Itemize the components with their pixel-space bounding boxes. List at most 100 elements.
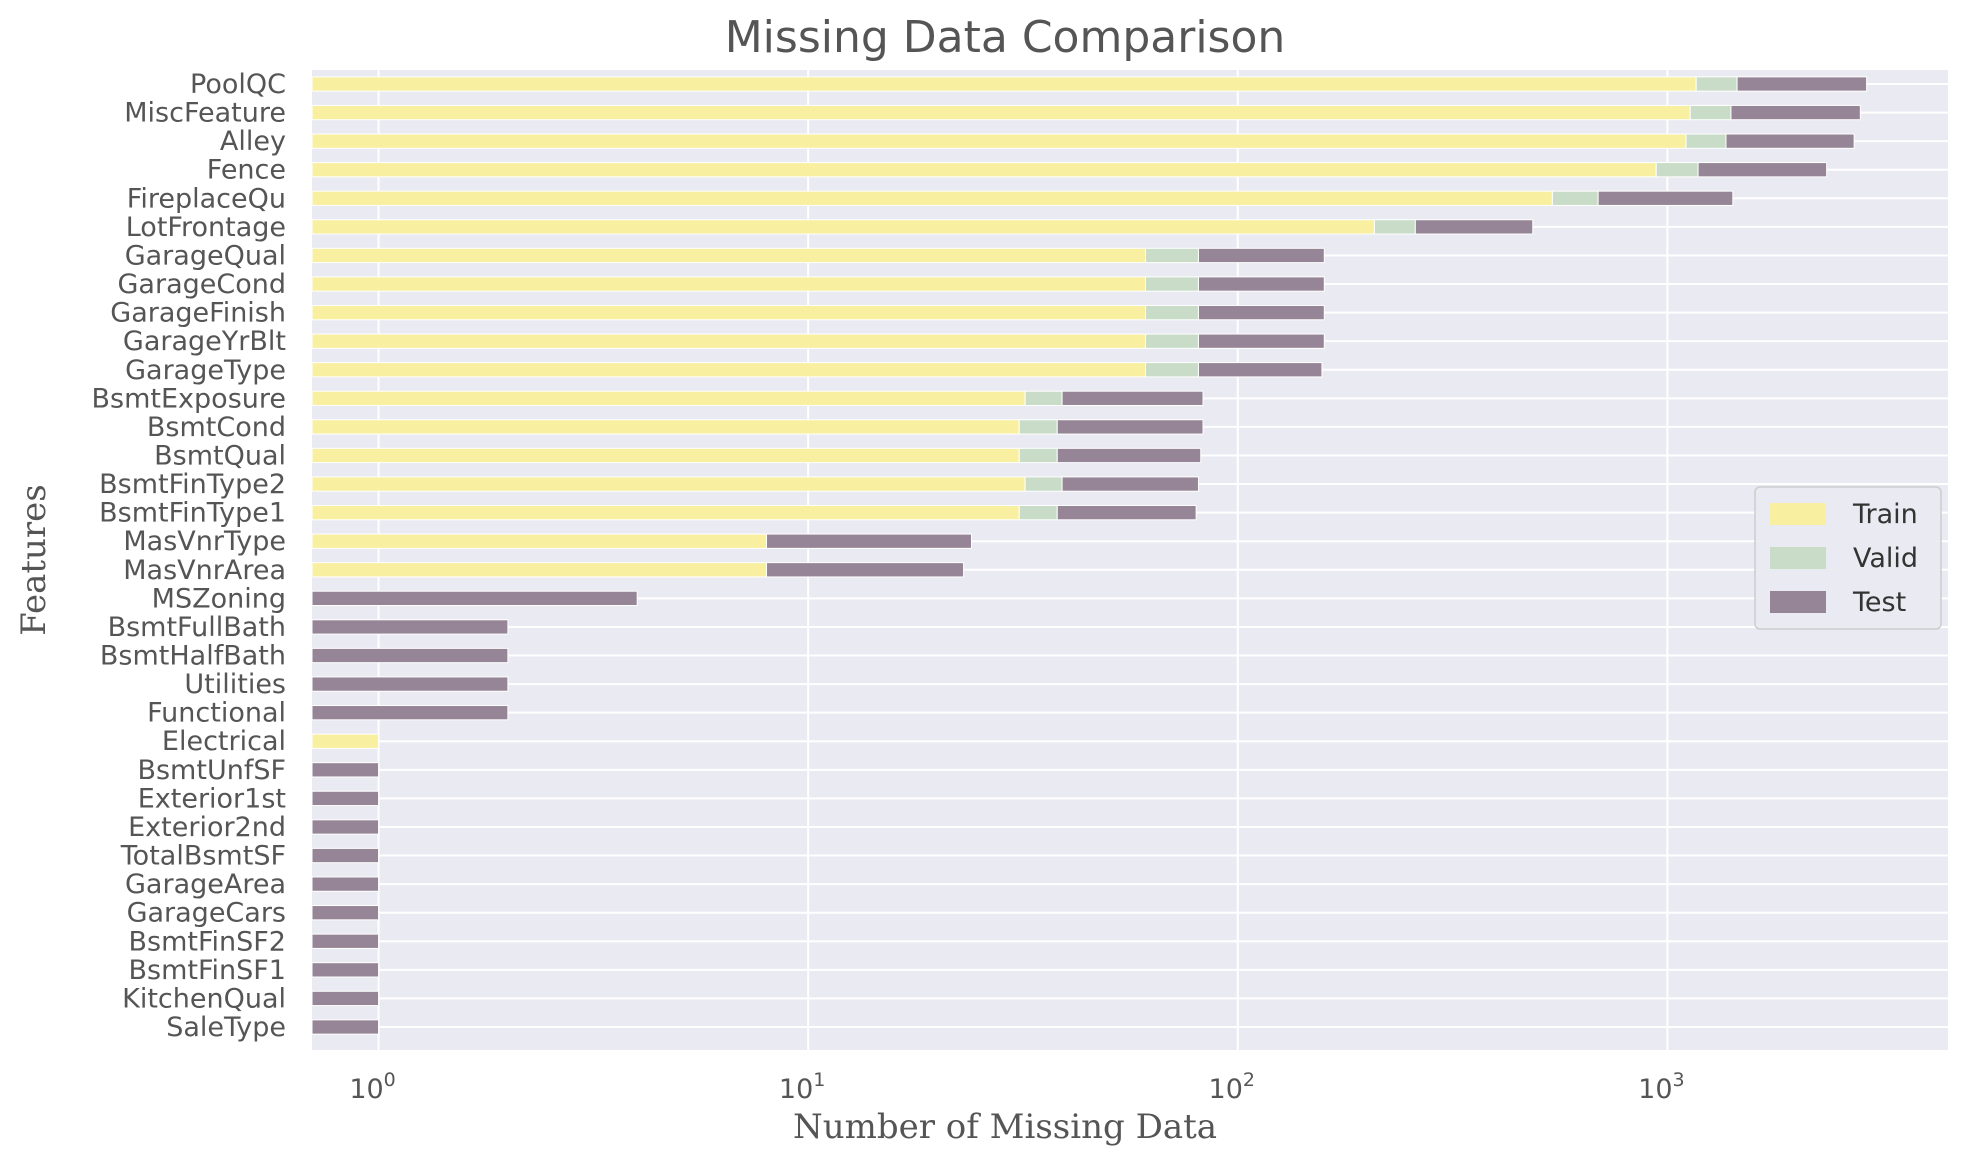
legend-label-test: Test <box>1852 587 1906 618</box>
y-tick-label: BsmtHalfBath <box>100 641 286 672</box>
y-tick-label: LotFrontage <box>126 212 286 243</box>
y-tick-label: GarageCond <box>118 269 287 300</box>
bar-test <box>1197 304 1325 321</box>
y-tick-label: BsmtCond <box>147 412 286 443</box>
bar-test <box>1697 162 1828 178</box>
y-tick-label: GarageYrBlt <box>123 326 286 357</box>
bar-train <box>311 476 1026 492</box>
bar-train <box>311 247 1147 264</box>
bar-valid <box>1018 447 1058 464</box>
x-axis-label: Number of Missing Data <box>793 1107 1217 1147</box>
bar-test <box>1597 190 1734 206</box>
y-tick-label: TotalBsmtSF <box>120 841 286 872</box>
y-tick-label: PoolQC <box>190 69 286 100</box>
bar-train <box>311 190 1553 206</box>
bar-valid <box>1145 276 1199 292</box>
bar-test <box>1056 419 1204 435</box>
bar-train <box>311 162 1657 178</box>
x-tick-label: 102 <box>1209 1069 1255 1105</box>
bar-train <box>311 390 1026 406</box>
bar-test <box>766 562 965 578</box>
x-tick-label: 103 <box>1638 1069 1684 1105</box>
y-tick-label: FireplaceQu <box>127 183 286 214</box>
y-tick-label: Electrical <box>162 726 286 757</box>
bar-train <box>311 76 1697 92</box>
bar-train <box>311 419 1020 435</box>
bar-valid <box>1689 104 1732 121</box>
bar-test <box>311 790 380 807</box>
bar-valid <box>1685 133 1727 149</box>
y-tick-labels: PoolQCMiscFeatureAlleyFenceFireplaceQuLo… <box>92 69 286 1043</box>
x-tick-label: 101 <box>779 1069 825 1105</box>
y-tick-label: Exterior2nd <box>128 812 286 843</box>
bar-test <box>1056 447 1202 464</box>
bar-test <box>1725 133 1855 149</box>
bar-test <box>311 762 380 778</box>
bar-test <box>311 647 509 664</box>
y-tick-label: MasVnrType <box>123 526 286 557</box>
bar-train <box>311 276 1147 292</box>
bar-valid <box>1145 333 1199 349</box>
bar-test <box>311 990 380 1007</box>
y-tick-label: SaleType <box>166 1012 286 1043</box>
bar-test <box>311 676 509 692</box>
bar-test <box>311 962 380 978</box>
x-tick-labels: 100 101 102 103 <box>349 1069 1684 1105</box>
legend-label-train: Train <box>1852 499 1918 530</box>
bar-valid <box>1145 247 1199 264</box>
bar-valid <box>1373 219 1416 235</box>
bar-test <box>1061 390 1204 406</box>
bar-train <box>311 104 1691 121</box>
bar-test <box>1197 362 1323 378</box>
plot-background <box>312 70 1948 1050</box>
y-tick-label: GarageFinish <box>110 298 286 329</box>
y-tick-label: GarageQual <box>125 240 286 271</box>
legend: Train Valid Test <box>1754 486 1942 630</box>
chart-title: Missing Data Comparison <box>725 12 1286 63</box>
bar-train <box>311 362 1147 378</box>
bar-test <box>1736 76 1868 92</box>
legend-swatch-valid <box>1770 547 1826 569</box>
y-tick-label: Alley <box>220 126 286 157</box>
bar-test <box>1061 476 1199 492</box>
bar-test <box>311 590 638 607</box>
bar-train <box>311 304 1147 321</box>
bar-test <box>311 705 509 721</box>
bar-train <box>311 333 1147 349</box>
bar-valid <box>1145 304 1199 321</box>
y-tick-label: BsmtFinType2 <box>99 469 286 500</box>
bar-test <box>1056 504 1197 521</box>
y-tick-label: BsmtFinSF2 <box>128 926 286 957</box>
y-tick-label: BsmtExposure <box>92 383 286 414</box>
bar-train <box>311 133 1687 149</box>
legend-swatch-train <box>1770 503 1826 525</box>
bar-valid <box>1018 504 1058 521</box>
y-tick-label: MasVnrArea <box>123 555 286 586</box>
y-tick-label: BsmtFullBath <box>108 612 286 643</box>
y-tick-label: BsmtUnfSF <box>137 755 286 786</box>
bar-valid <box>1024 476 1063 492</box>
bar-valid <box>1695 76 1738 92</box>
bars <box>311 76 1868 1035</box>
y-tick-label: KitchenQual <box>122 983 286 1014</box>
y-tick-label: BsmtFinSF1 <box>128 955 286 986</box>
bar-test <box>1197 247 1325 264</box>
bar-test <box>311 1019 380 1035</box>
legend-swatch-test <box>1770 591 1826 613</box>
bar-train <box>311 219 1375 235</box>
bar-valid <box>1655 162 1699 178</box>
bar-test <box>311 933 380 949</box>
y-tick-label: Functional <box>147 698 286 729</box>
bar-train <box>311 562 768 578</box>
y-tick-label: GarageArea <box>125 869 286 900</box>
bar-test <box>311 847 380 864</box>
bar-test <box>1197 333 1325 349</box>
bar-test <box>1414 219 1534 235</box>
bar-valid <box>1145 362 1199 378</box>
y-tick-label: BsmtQual <box>154 440 286 471</box>
y-tick-label: Utilities <box>184 669 286 700</box>
bar-test <box>1730 104 1861 121</box>
legend-label-valid: Valid <box>1853 543 1918 574</box>
y-tick-label: BsmtFinType1 <box>99 498 286 529</box>
